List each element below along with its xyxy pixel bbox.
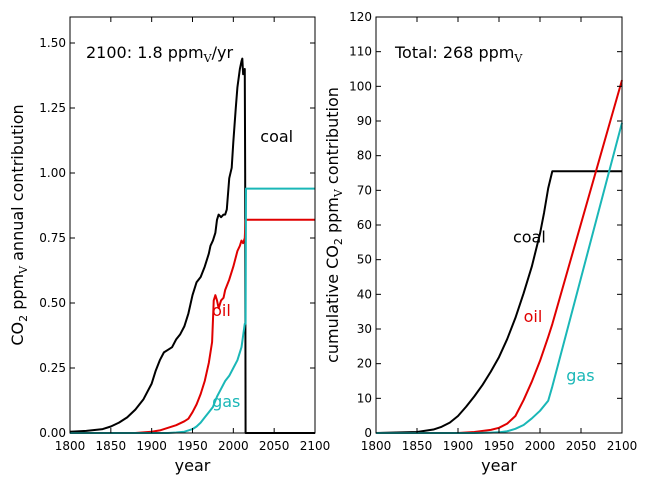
chart-panel-2: 1800 1850 1900 1950 2000 2050 2100 0 10 20 30 40 50 6…: [323, 10, 637, 475]
y-tick-label: 80: [357, 149, 372, 163]
annotation-text: 2100: 1.8 ppmV/yr: [86, 43, 233, 65]
x-tick-label: 1900: [443, 439, 474, 453]
series-line-coal: [69, 57, 315, 434]
x-tick-label: 1800: [361, 439, 392, 453]
y-tick-label: 1.50: [39, 36, 66, 50]
y-tick-label: 0.25: [39, 361, 66, 375]
x-tick-label: 1900: [136, 439, 167, 453]
x-axis-label: year: [481, 456, 517, 475]
annotation-text: Total: 268 ppmV: [394, 43, 523, 65]
x-tick-label: 1850: [96, 439, 127, 453]
x-axis-label: year: [175, 456, 211, 475]
y-tick-label: 1.00: [39, 166, 66, 180]
x-tick-label: 2100: [607, 439, 638, 453]
x-tick-label: 2000: [525, 439, 556, 453]
x-tick-label: 1950: [484, 439, 515, 453]
y-tick-label: 0.00: [39, 426, 66, 440]
series-line-coal: [375, 170, 622, 434]
y-tick-label: 0.75: [39, 231, 66, 245]
x-tick-label: 1850: [402, 439, 433, 453]
y-tick-label: 50: [357, 253, 372, 267]
x-tick-label: 1950: [177, 439, 208, 453]
y-tick-label: 90: [357, 114, 372, 128]
series-label-coal: coal: [260, 127, 293, 146]
x-tick-label: 2050: [566, 439, 597, 453]
series-line-gas: [376, 122, 623, 434]
series-line-oil: [70, 218, 315, 434]
series-line-gas: [70, 187, 315, 434]
series-label-gas: gas: [566, 366, 594, 385]
y-tick-label: 30: [357, 322, 372, 336]
y-tick-label: 10: [357, 391, 372, 405]
y-tick-label: 100: [349, 79, 372, 93]
series-label-oil: oil: [524, 307, 543, 326]
y-tick-label: 70: [357, 183, 372, 197]
x-tick-label: 2000: [218, 439, 249, 453]
y-axis-label: CO2 ppmV annual contribution: [8, 104, 30, 345]
series-label-coal: coal: [513, 227, 546, 246]
y-tick-label: 20: [357, 357, 372, 371]
x-tick-label: 2100: [300, 439, 331, 453]
y-tick-label: 0.50: [39, 296, 66, 310]
chart-panel-1: 1800 1850 1900 1950 2000 2050 2100 0.00 0.25 0.50…: [8, 16, 331, 475]
series-line-oil: [376, 79, 623, 434]
y-tick-label: 1.25: [39, 101, 66, 115]
y-tick-label: 120: [349, 10, 372, 24]
y-tick-label: 40: [357, 287, 372, 301]
y-tick-label: 0: [364, 426, 372, 440]
plot-frame: [69, 16, 316, 434]
x-tick-label: 2050: [259, 439, 290, 453]
series-label-oil: oil: [212, 301, 231, 320]
x-tick-label: 1800: [55, 439, 86, 453]
y-tick-label: 60: [357, 218, 372, 232]
y-axis-label: cumulative CO2 ppmV contribution: [323, 87, 345, 363]
series-label-gas: gas: [212, 392, 240, 411]
y-tick-label: 110: [349, 45, 372, 59]
